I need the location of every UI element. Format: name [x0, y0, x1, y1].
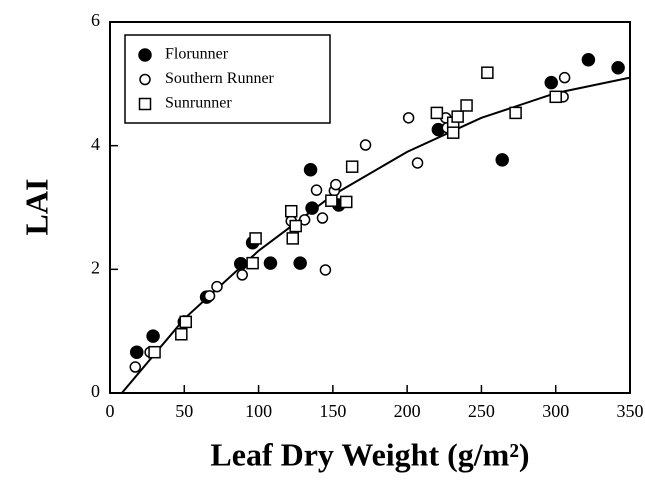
plot-frame — [109, 21, 631, 394]
y-tick-label: 0 — [91, 381, 100, 401]
point — [345, 160, 359, 173]
point — [549, 90, 562, 104]
point — [451, 110, 464, 123]
point — [495, 153, 509, 167]
point — [285, 204, 298, 218]
legend-label: Florunner — [165, 46, 229, 63]
point — [316, 212, 329, 224]
point — [233, 257, 248, 271]
point — [319, 264, 332, 276]
point — [293, 256, 307, 270]
point — [148, 345, 161, 359]
y-tick-label: 4 — [91, 134, 100, 154]
x-tick-label: 350 — [617, 401, 644, 421]
legend-label: Sunrunner — [165, 95, 232, 112]
point — [581, 52, 596, 67]
legend-marker — [139, 73, 151, 86]
point — [310, 184, 323, 196]
point — [544, 75, 559, 90]
point — [430, 106, 444, 120]
point — [558, 71, 571, 84]
point — [286, 232, 299, 245]
x-tick-label: 100 — [245, 401, 272, 421]
point — [611, 61, 625, 75]
legend-marker — [138, 48, 152, 62]
fit-line — [121, 76, 631, 394]
point — [203, 290, 216, 302]
point — [246, 256, 259, 270]
x-axis-label: Leaf Dry Weight (g/m²) — [210, 436, 529, 472]
x-tick-label: 250 — [468, 401, 495, 421]
point — [146, 329, 160, 343]
point — [411, 157, 424, 169]
y-axis-label: LAI — [18, 179, 54, 236]
point — [446, 126, 460, 139]
x-tick-label: 200 — [394, 401, 421, 421]
point — [339, 195, 353, 209]
point — [249, 232, 262, 245]
point — [263, 256, 278, 270]
y-tick-label: 6 — [91, 10, 100, 30]
point — [129, 361, 142, 373]
x-tick-label: 150 — [319, 401, 346, 421]
y-tick-label: 2 — [91, 257, 100, 277]
point — [236, 269, 248, 281]
x-tick-label: 0 — [106, 401, 115, 421]
point — [129, 345, 144, 359]
legend-marker — [138, 97, 152, 111]
point — [303, 163, 318, 177]
legend-box — [124, 34, 331, 124]
point — [211, 280, 223, 293]
point — [359, 139, 372, 151]
point — [402, 112, 415, 124]
point — [175, 328, 188, 341]
point — [509, 106, 522, 120]
point — [481, 66, 494, 79]
point — [460, 99, 473, 112]
legend-label: Southern Runner — [165, 70, 275, 87]
point — [330, 178, 342, 191]
point — [289, 219, 302, 233]
point — [305, 201, 319, 215]
x-tick-label: 50 — [175, 401, 193, 421]
point — [325, 194, 338, 207]
x-tick-label: 300 — [542, 401, 569, 421]
point — [179, 315, 193, 329]
